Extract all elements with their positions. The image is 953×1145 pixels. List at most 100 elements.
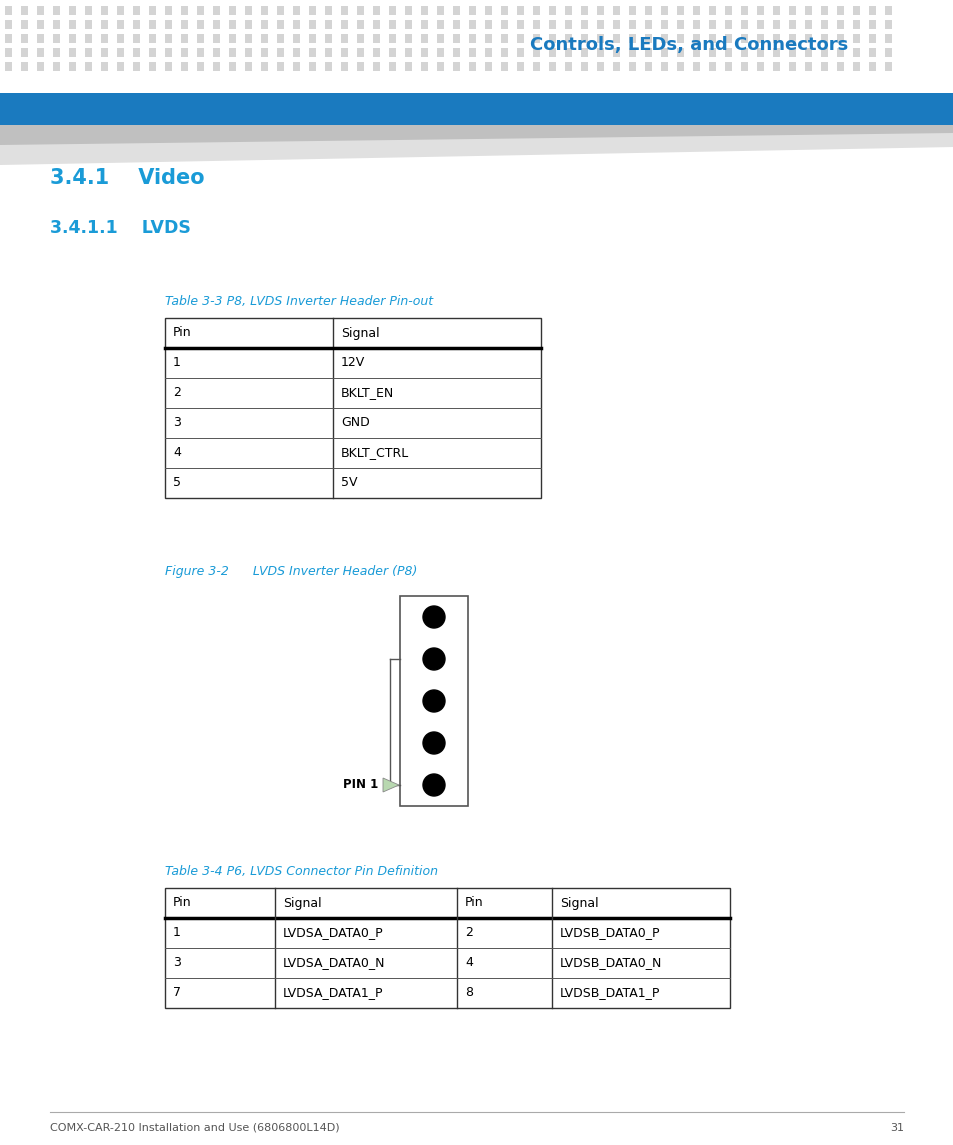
Bar: [53, 62, 60, 71]
Bar: [293, 19, 299, 29]
Bar: [37, 6, 44, 15]
Bar: [548, 19, 556, 29]
Bar: [165, 889, 729, 1008]
Bar: [340, 48, 348, 57]
Bar: [399, 597, 468, 806]
Bar: [436, 34, 443, 44]
Bar: [53, 48, 60, 57]
Text: 31: 31: [889, 1123, 903, 1134]
Bar: [229, 6, 235, 15]
Bar: [757, 62, 763, 71]
Text: 4: 4: [172, 447, 181, 459]
Bar: [708, 48, 716, 57]
Bar: [677, 62, 683, 71]
Bar: [276, 6, 284, 15]
Bar: [692, 6, 700, 15]
Bar: [356, 19, 364, 29]
Bar: [261, 62, 268, 71]
Bar: [613, 62, 619, 71]
Bar: [132, 62, 140, 71]
Bar: [644, 6, 651, 15]
Bar: [692, 62, 700, 71]
Bar: [37, 19, 44, 29]
Bar: [436, 19, 443, 29]
Bar: [484, 34, 492, 44]
Bar: [405, 19, 412, 29]
Text: 12V: 12V: [340, 356, 365, 370]
Bar: [597, 6, 603, 15]
Bar: [213, 48, 220, 57]
Bar: [85, 62, 91, 71]
Bar: [196, 48, 204, 57]
Bar: [340, 62, 348, 71]
Bar: [229, 62, 235, 71]
Bar: [884, 34, 891, 44]
Bar: [5, 19, 12, 29]
Bar: [165, 6, 172, 15]
Bar: [309, 34, 315, 44]
Bar: [500, 34, 507, 44]
Bar: [53, 34, 60, 44]
Bar: [757, 19, 763, 29]
Text: 8: 8: [464, 987, 473, 1000]
Bar: [5, 62, 12, 71]
Bar: [484, 6, 492, 15]
Bar: [628, 48, 636, 57]
Bar: [868, 34, 875, 44]
Text: 7: 7: [172, 987, 181, 1000]
Bar: [420, 62, 428, 71]
Bar: [772, 34, 780, 44]
Bar: [132, 19, 140, 29]
Bar: [356, 34, 364, 44]
Bar: [644, 48, 651, 57]
Bar: [500, 62, 507, 71]
Text: Table 3-4 P6, LVDS Connector Pin Definition: Table 3-4 P6, LVDS Connector Pin Definit…: [165, 866, 437, 878]
Bar: [453, 6, 459, 15]
Bar: [213, 19, 220, 29]
Bar: [533, 34, 539, 44]
Bar: [597, 34, 603, 44]
Bar: [420, 19, 428, 29]
Bar: [548, 6, 556, 15]
Bar: [101, 6, 108, 15]
Text: Table 3-3 P8, LVDS Inverter Header Pin-out: Table 3-3 P8, LVDS Inverter Header Pin-o…: [165, 295, 433, 308]
Bar: [85, 48, 91, 57]
Bar: [101, 19, 108, 29]
Bar: [196, 19, 204, 29]
Bar: [389, 34, 395, 44]
Bar: [389, 6, 395, 15]
Bar: [740, 62, 747, 71]
Bar: [677, 48, 683, 57]
Bar: [436, 48, 443, 57]
Bar: [229, 48, 235, 57]
Bar: [453, 19, 459, 29]
Bar: [389, 19, 395, 29]
Bar: [69, 34, 76, 44]
Circle shape: [422, 774, 444, 796]
Bar: [229, 34, 235, 44]
Bar: [692, 48, 700, 57]
Bar: [772, 19, 780, 29]
Bar: [420, 34, 428, 44]
Circle shape: [422, 690, 444, 712]
Bar: [884, 6, 891, 15]
Bar: [852, 48, 859, 57]
Bar: [628, 19, 636, 29]
Bar: [356, 6, 364, 15]
Bar: [356, 62, 364, 71]
Bar: [517, 19, 523, 29]
Bar: [213, 62, 220, 71]
Bar: [453, 62, 459, 71]
Bar: [181, 48, 188, 57]
Bar: [564, 48, 572, 57]
Bar: [261, 48, 268, 57]
Bar: [548, 62, 556, 71]
Bar: [580, 62, 587, 71]
Bar: [740, 19, 747, 29]
Bar: [533, 6, 539, 15]
Bar: [229, 19, 235, 29]
Bar: [373, 34, 379, 44]
Bar: [788, 48, 795, 57]
Bar: [117, 34, 124, 44]
Bar: [69, 62, 76, 71]
